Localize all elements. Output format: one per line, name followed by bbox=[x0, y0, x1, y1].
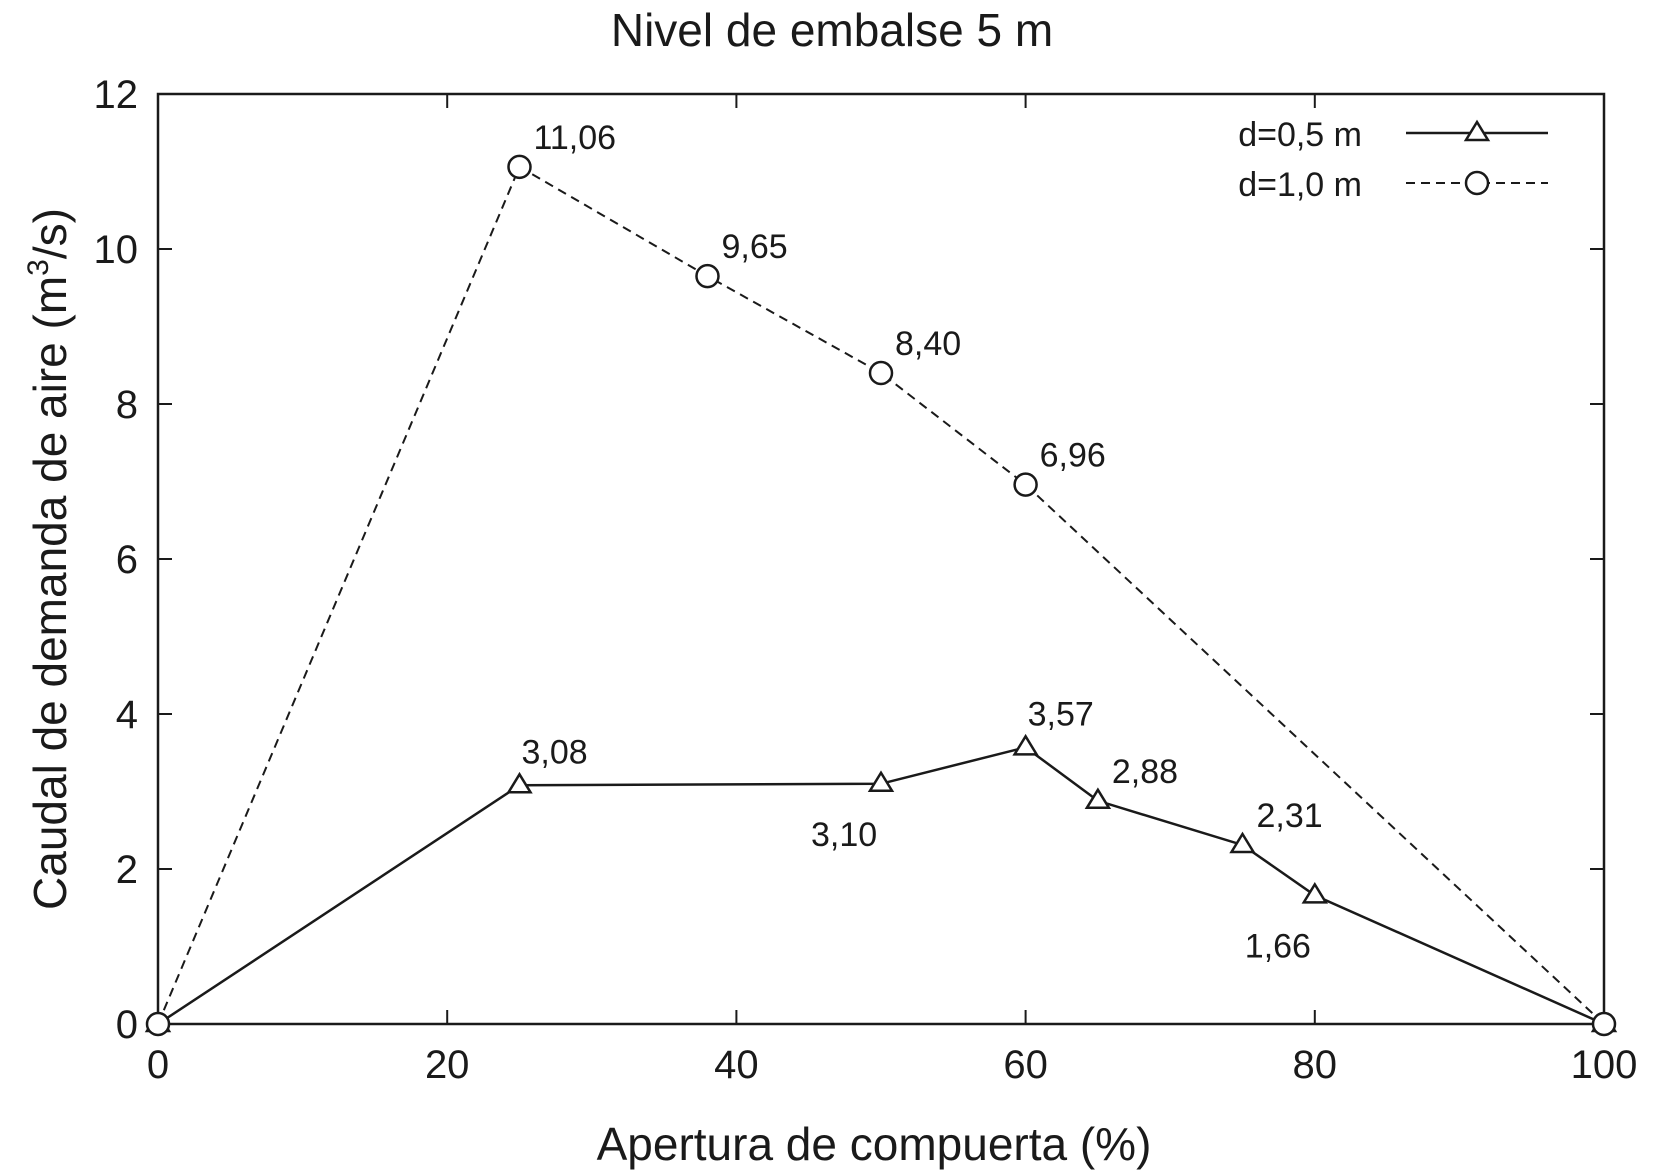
data-point-circle bbox=[507, 154, 532, 180]
legend-label-d10: d=1,0 m bbox=[1238, 166, 1362, 204]
data-label: 3,57 bbox=[1028, 695, 1094, 733]
data-point-circle bbox=[868, 360, 894, 386]
data-label: 3,10 bbox=[811, 816, 877, 854]
x-axis-label: Apertura de compuerta (%) bbox=[597, 1118, 1152, 1170]
x-tick-label: 60 bbox=[1003, 1043, 1048, 1087]
series-line bbox=[157, 165, 1605, 1025]
legend-label-d05: d=0,5 m bbox=[1238, 116, 1362, 154]
y-axis-label-end: /s) bbox=[24, 208, 76, 259]
legend-circle-marker bbox=[1464, 170, 1490, 196]
y-axis-label-main: Caudal de demanda de aire (m bbox=[24, 276, 76, 910]
data-point-triangle bbox=[1229, 831, 1256, 854]
x-axis: 0 20 40 60 80 100 bbox=[147, 94, 1638, 1087]
data-label: 1,66 bbox=[1245, 927, 1311, 965]
y-tick-label: 6 bbox=[116, 538, 138, 582]
y-axis-label-superscript: 3 bbox=[22, 259, 55, 276]
data-label: 11,06 bbox=[534, 119, 617, 157]
data-point-triangle bbox=[1301, 881, 1329, 904]
data-point-circle bbox=[695, 263, 720, 289]
y-tick-label: 8 bbox=[116, 383, 138, 427]
series-d05: 3,08 3,10 3,57 2,88 2,31 1,66 bbox=[144, 695, 1618, 1033]
data-point-circle bbox=[1591, 1011, 1617, 1037]
legend-item-d10: d=1,0 m bbox=[1238, 166, 1548, 204]
y-axis: 0 2 4 6 8 10 12 bbox=[94, 73, 1604, 1047]
x-tick-label: 20 bbox=[425, 1043, 470, 1087]
data-label: 6,96 bbox=[1040, 437, 1106, 475]
data-label: 9,65 bbox=[721, 228, 787, 266]
series-line bbox=[157, 745, 1605, 1026]
legend-triangle-marker bbox=[1463, 119, 1491, 142]
data-point-triangle bbox=[506, 771, 533, 794]
y-tick-label: 4 bbox=[116, 693, 138, 737]
x-tick-label: 0 bbox=[147, 1043, 169, 1087]
y-tick-label: 12 bbox=[94, 73, 139, 117]
x-tick-label: 100 bbox=[1571, 1043, 1638, 1087]
chart-title: Nivel de embalse 5 m bbox=[611, 4, 1053, 56]
data-label: 3,08 bbox=[522, 733, 588, 771]
legend-item-d05: d=0,5 m bbox=[1238, 116, 1548, 154]
data-point-circle bbox=[145, 1011, 171, 1037]
data-point-circle bbox=[1013, 472, 1038, 497]
series-d10: 11,06 9,65 8,40 6,96 bbox=[145, 119, 1617, 1037]
data-point-triangle bbox=[1012, 733, 1039, 756]
x-tick-label: 40 bbox=[714, 1043, 759, 1087]
data-point-triangle bbox=[867, 770, 895, 792]
y-tick-label: 10 bbox=[94, 228, 139, 272]
data-label: 2,31 bbox=[1257, 797, 1323, 835]
y-tick-label: 2 bbox=[116, 848, 138, 892]
data-label: 2,88 bbox=[1112, 753, 1178, 791]
legend: d=0,5 m d=1,0 m bbox=[1238, 116, 1548, 204]
x-tick-label: 80 bbox=[1293, 1043, 1338, 1087]
series-layer: 3,08 3,10 3,57 2,88 2,31 1,66 11,06 9,65 8,40 6,9… bbox=[144, 119, 1618, 1037]
data-label: 8,40 bbox=[895, 325, 961, 363]
data-point-triangle bbox=[1084, 787, 1112, 810]
y-tick-label: 0 bbox=[116, 1003, 138, 1047]
y-axis-label: Caudal de demanda de aire (m3/s) bbox=[22, 208, 76, 910]
plot-frame bbox=[156, 92, 1606, 1026]
